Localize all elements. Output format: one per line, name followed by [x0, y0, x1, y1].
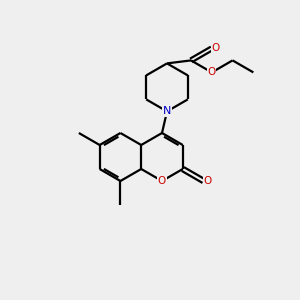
Text: N: N: [163, 106, 171, 116]
Text: O: O: [203, 176, 212, 186]
Text: O: O: [208, 68, 216, 77]
Text: O: O: [158, 176, 166, 186]
Text: O: O: [212, 44, 220, 53]
